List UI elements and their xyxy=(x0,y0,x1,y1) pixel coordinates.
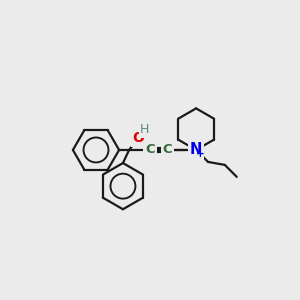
Text: N: N xyxy=(190,142,202,158)
Text: +: + xyxy=(196,149,205,159)
Text: O: O xyxy=(132,131,144,146)
Text: H: H xyxy=(140,123,149,136)
Text: C: C xyxy=(163,143,172,157)
Text: C: C xyxy=(145,143,155,157)
